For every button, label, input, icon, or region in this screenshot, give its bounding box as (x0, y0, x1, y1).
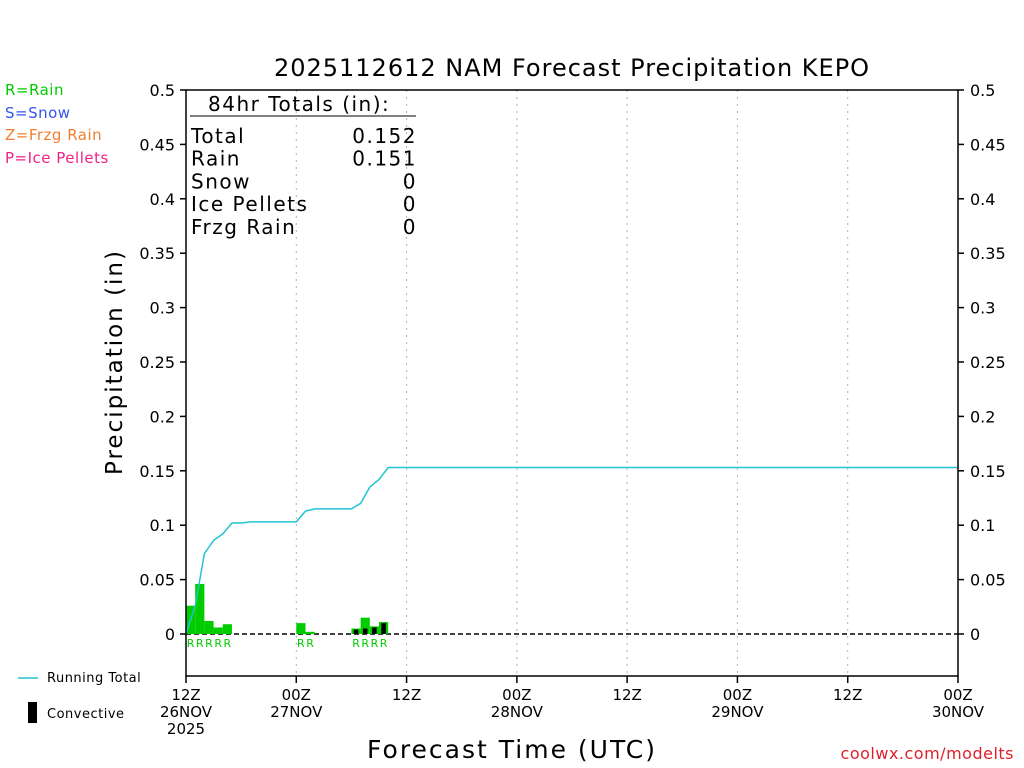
y-tick-label: 0.4 (150, 190, 175, 209)
totals-row-label: Rain (191, 147, 241, 171)
precip-type-label: R (371, 637, 379, 650)
y-tick-label: 0.45 (139, 135, 175, 154)
y-tick-label-right: 0.05 (970, 571, 1006, 590)
precip-bar (213, 627, 223, 634)
y-tick-label-right: 0.25 (970, 353, 1006, 372)
precip-type-label: R (214, 637, 222, 650)
y-tick-label: 0.25 (139, 353, 175, 372)
totals-row-value: 0.151 (352, 147, 417, 171)
x-tick-label: 00Z (943, 686, 972, 704)
y-tick-label-right: 0.5 (970, 81, 995, 100)
vertical-gridlines (295, 90, 849, 676)
y-axis-right: 0 0.05 0.1 0.15 0.2 0.25 0.3 0.35 0.4 0.45 0.5 (958, 81, 1006, 644)
precip-type-label: R (297, 637, 305, 650)
totals-row-label: Frzg Rain (191, 215, 296, 239)
precip-bar (360, 617, 370, 634)
totals-row-value: 0 (403, 169, 417, 193)
x-tick-label: 30NOV (932, 703, 985, 721)
precip-type-label: R (205, 637, 213, 650)
precip-bar (305, 631, 315, 634)
x-axis-label: Forecast Time (UTC) (367, 735, 657, 764)
y-axis-left: 0 0.05 0.1 0.15 0.2 0.25 0.3 0.35 0.4 0.45 0.5 (139, 81, 186, 644)
x-tick-label: 12Z (171, 686, 200, 704)
precip-type-label: R (352, 637, 360, 650)
x-tick-label: 2025 (167, 720, 205, 738)
precip-type-label: R (196, 637, 204, 650)
x-tick-label: 12Z (833, 686, 862, 704)
x-tick-label: 29NOV (711, 703, 764, 721)
y-tick-label: 0 (165, 625, 175, 644)
y-tick-label-right: 0.15 (970, 462, 1006, 481)
precip-bar (195, 583, 205, 634)
totals-row-value: 0 (403, 192, 417, 216)
convective-bar (381, 623, 386, 634)
precip-type-label: R (380, 637, 388, 650)
convective-legend-label: Convective (47, 707, 125, 722)
x-tick-label: 12Z (612, 686, 641, 704)
precip-bar (296, 623, 306, 634)
totals-row-value: 0.152 (352, 124, 417, 148)
running-total-line (185, 466, 958, 635)
x-tick-label: 26NOV (160, 703, 213, 721)
y-tick-label-right: 0.45 (970, 135, 1006, 154)
y-axis-label: Precipitation (in) (102, 249, 128, 475)
chart-title: 2025112612 NAM Forecast Precipitation KE… (274, 54, 870, 82)
totals-box: 84hr Totals (in): Total 0.152 Rain 0.151 Sno… (190, 92, 417, 239)
convective-bar (372, 627, 377, 634)
y-tick-label: 0.35 (139, 244, 175, 263)
y-tick-label-right: 0 (970, 625, 980, 644)
y-tick-label: 0.3 (150, 299, 175, 318)
running-total-legend-label: Running Total (47, 671, 141, 686)
totals-heading: 84hr Totals (in): (208, 92, 390, 116)
totals-row-value: 0 (403, 215, 417, 239)
y-tick-label: 0.2 (150, 407, 175, 426)
x-tick-label: 28NOV (491, 703, 544, 721)
type-legend-item: P=Ice Pellets (5, 148, 109, 167)
convective-legend-swatch (28, 702, 37, 723)
y-tick-label: 0.15 (139, 462, 175, 481)
y-tick-label-right: 0.3 (970, 299, 995, 318)
precip-type-label: R (306, 637, 314, 650)
x-tick-label: 12Z (392, 686, 421, 704)
precip-bars (186, 583, 389, 634)
plot-frame (185, 89, 959, 677)
y-tick-label: 0.05 (139, 571, 175, 590)
type-legend-item: S=Snow (5, 103, 71, 122)
convective-bar (362, 628, 368, 634)
x-tick-label: 00Z (282, 686, 311, 704)
precip-bar (204, 620, 214, 634)
precip-type-label: R (187, 637, 195, 650)
credit-link[interactable]: coolwx.com/modelts (840, 744, 1014, 763)
type-legend-item: R=Rain (5, 81, 64, 99)
y-tick-label-right: 0.35 (970, 244, 1006, 263)
x-tick-label: 00Z (502, 686, 531, 704)
convective-bar (353, 629, 359, 634)
y-tick-label-right: 0.2 (970, 407, 995, 426)
totals-row-label: Ice Pellets (191, 192, 308, 216)
y-tick-label-right: 0.1 (970, 516, 995, 535)
y-tick-label-right: 0.4 (970, 190, 995, 209)
x-tick-label: 27NOV (270, 703, 323, 721)
totals-row-label: Total (190, 124, 245, 148)
y-tick-label: 0.1 (150, 516, 175, 535)
x-tick-label: 00Z (723, 686, 752, 704)
y-tick-label: 0.5 (150, 81, 175, 100)
precip-type-label: R (361, 637, 369, 650)
type-legend-item: Z=Frzg Rain (5, 126, 103, 144)
precip-type-label: R (224, 637, 232, 650)
totals-row-label: Snow (191, 169, 251, 193)
precip-bar (222, 624, 232, 634)
